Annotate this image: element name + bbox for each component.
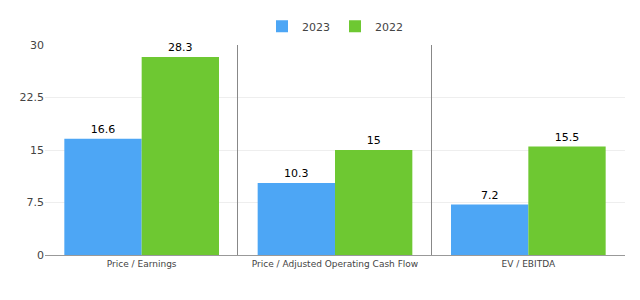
svg-text:2022: 2022 <box>375 21 403 34</box>
svg-text:15: 15 <box>30 144 44 157</box>
svg-text:EV / EBITDA: EV / EBITDA <box>502 259 556 269</box>
svg-text:0: 0 <box>37 249 44 262</box>
svg-text:Price / Adjusted Operating Cas: Price / Adjusted Operating Cash Flow <box>252 259 418 269</box>
svg-text:2023: 2023 <box>302 21 330 34</box>
svg-text:7.2: 7.2 <box>481 189 499 202</box>
svg-text:22.5: 22.5 <box>20 91 45 104</box>
svg-text:28.3: 28.3 <box>168 41 193 54</box>
svg-text:Price / Earnings: Price / Earnings <box>107 259 177 269</box>
svg-text:16.6: 16.6 <box>91 123 116 136</box>
svg-text:10.3: 10.3 <box>284 167 309 180</box>
svg-text:15: 15 <box>367 134 381 147</box>
svg-text:30: 30 <box>30 39 44 52</box>
svg-text:15.5: 15.5 <box>555 131 580 144</box>
svg-text:7.5: 7.5 <box>27 196 45 209</box>
